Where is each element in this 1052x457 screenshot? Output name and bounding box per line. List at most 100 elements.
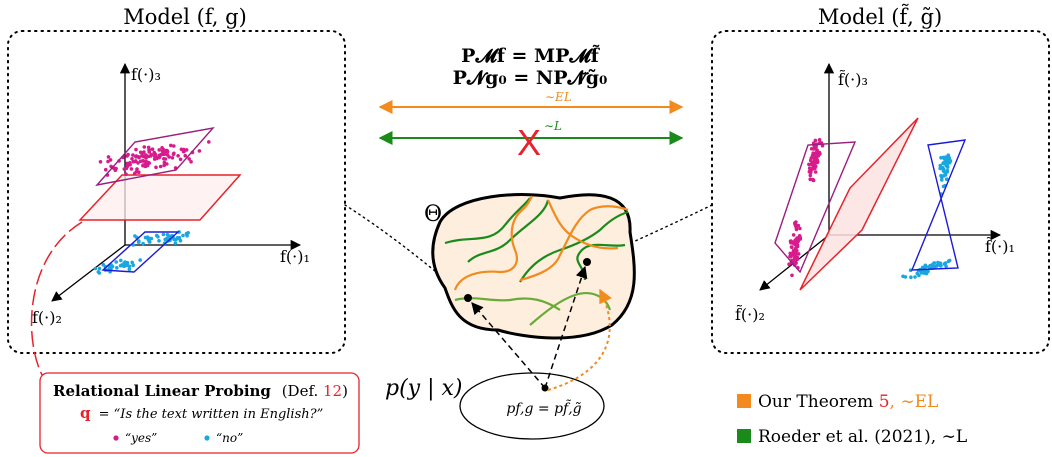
green-curve-2 (467, 199, 550, 263)
py-label: p(y | x) (385, 376, 462, 401)
magenta-point (207, 140, 211, 144)
cyan-point (115, 266, 119, 270)
magenta-point (794, 227, 799, 232)
left-axis-y-label: f(·)₂ (32, 308, 62, 327)
magenta-point (106, 155, 111, 159)
orange-curve-2 (519, 205, 629, 282)
cyan-point (119, 258, 123, 263)
cyan-point (903, 275, 908, 279)
magenta-point (171, 152, 176, 156)
magenta-point (807, 169, 812, 174)
magenta-point (169, 143, 173, 148)
left-axis-z-label: f(·)₃ (131, 65, 161, 84)
cyan-point (123, 260, 127, 264)
left-cyan-cluster (93, 230, 190, 275)
magenta-point (130, 157, 134, 161)
magenta-point (158, 164, 163, 169)
magenta-point (183, 153, 188, 158)
magenta-point (795, 244, 800, 249)
cyan-point (946, 153, 951, 157)
cyan-point (178, 238, 183, 243)
l-label: ∼L (544, 119, 562, 133)
cyan-point (943, 261, 948, 265)
cyan-point (161, 232, 166, 237)
magenta-point (815, 160, 820, 165)
cyan-point (945, 168, 950, 173)
magenta-point (133, 159, 138, 164)
no-marker (204, 435, 210, 441)
cyan-point (127, 267, 132, 272)
magenta-point (154, 155, 158, 160)
magenta-point (793, 242, 797, 247)
magenta-point (125, 154, 129, 158)
magenta-point (187, 157, 191, 161)
magenta-point (808, 173, 813, 178)
legend-theorem: Our Theorem 5, ∼EL (758, 392, 938, 412)
cyan-point (172, 237, 176, 242)
left-lower-parallelogram (101, 231, 180, 273)
left-axis-x-label: f(·)₁ (280, 247, 310, 266)
magenta-point (108, 158, 113, 162)
cyan-point (133, 234, 137, 238)
cyan-point (156, 235, 160, 239)
cyan-point (147, 239, 151, 244)
magenta-point (137, 170, 141, 174)
magenta-point (817, 150, 822, 155)
magenta-point (165, 162, 169, 166)
no-label: “no” (216, 431, 243, 445)
cyan-point (940, 178, 944, 182)
equation-1: P𝓜f = MP𝓜f̃ (461, 45, 600, 67)
magenta-point (131, 153, 135, 157)
left-decision-plane (78, 174, 242, 221)
cyan-point (181, 233, 185, 238)
magenta-point (170, 156, 175, 160)
probing-def-number[interactable]: 12 (323, 382, 342, 400)
cyan-point (944, 177, 949, 181)
cyan-point (131, 263, 135, 268)
magenta-point (794, 238, 798, 243)
cyan-point (945, 164, 950, 168)
magenta-point (808, 166, 812, 171)
cyan-point (942, 160, 947, 165)
left-model-frame (7, 30, 346, 354)
probing-title: Relational Linear Probing (53, 382, 271, 400)
right-cyan-cluster (901, 153, 953, 280)
cyan-point (110, 264, 115, 269)
magenta-point (798, 237, 802, 241)
magenta-point (152, 150, 156, 155)
right-axis-y-label: f̃(·)₂ (735, 305, 765, 324)
parameter-space (431, 193, 636, 340)
magenta-point (157, 148, 161, 152)
legend-theorem-number[interactable]: 5 (879, 392, 890, 412)
cyan-point (165, 236, 169, 241)
magenta-point (178, 157, 183, 162)
equation-2: P𝓝g₀ = NP𝓝̃g̃₀ (453, 67, 608, 89)
legend-orange-square (737, 394, 751, 408)
magenta-point (134, 155, 138, 159)
magenta-point (162, 157, 166, 161)
orange-dotted-arrow (547, 288, 612, 391)
orange-curve-1 (453, 195, 533, 291)
cyan-point (143, 235, 148, 240)
right-magenta-cluster (787, 138, 825, 278)
cyan-point (942, 167, 946, 172)
cyan-point (138, 258, 142, 262)
magenta-point (813, 145, 817, 150)
left-magenta-cluster (98, 140, 211, 177)
cyan-point (185, 233, 189, 238)
left-upper-parallelogram (95, 126, 215, 187)
cyan-point (125, 263, 130, 268)
magenta-point (141, 154, 146, 159)
magenta-point (146, 145, 151, 150)
arrow-to-right-point (544, 265, 588, 389)
magenta-point (793, 221, 797, 225)
magenta-point (815, 151, 819, 155)
left-axis-y (51, 244, 126, 302)
cyan-point (173, 241, 178, 245)
magenta-point (812, 157, 817, 161)
magenta-point (795, 248, 799, 253)
magenta-point (179, 147, 184, 152)
magenta-point (124, 172, 128, 176)
magenta-point (791, 252, 795, 257)
right-model-title: Model (f̃, g̃) (818, 4, 942, 29)
